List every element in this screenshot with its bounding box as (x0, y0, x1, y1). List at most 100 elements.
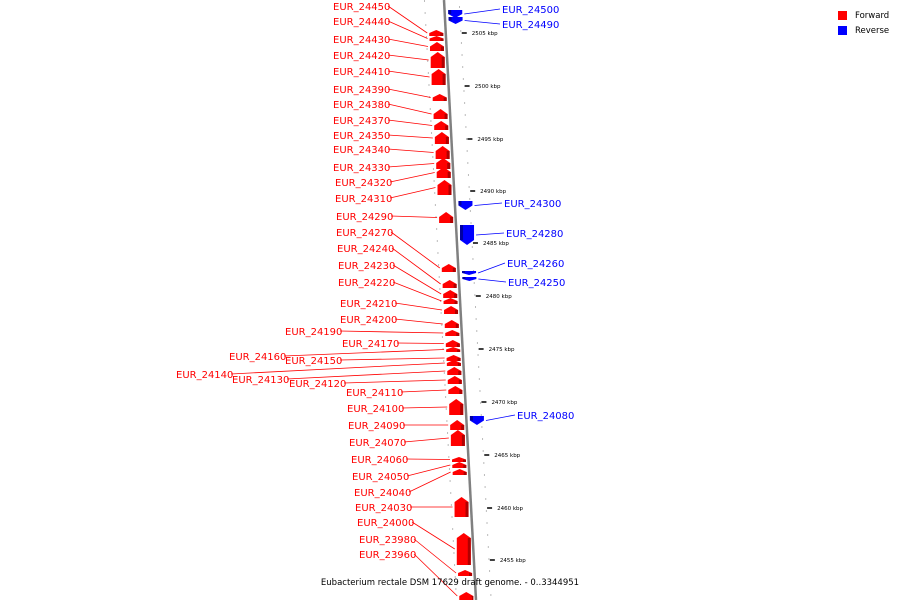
forward-gene-label[interactable]: EUR_24150 (285, 356, 342, 367)
reverse-gene-glyph[interactable] (458, 201, 473, 210)
forward-gene-glyph[interactable] (452, 457, 467, 462)
forward-gene-label[interactable]: EUR_24430 (333, 35, 390, 46)
forward-gene-glyph[interactable] (442, 280, 457, 288)
forward-gene-label[interactable]: EUR_24140 (176, 370, 233, 381)
forward-gene-label[interactable]: EUR_24050 (352, 472, 409, 483)
forward-gene-glyph[interactable] (432, 94, 447, 101)
forward-gene-glyph[interactable] (456, 533, 471, 565)
forward-gene-label[interactable]: EUR_24190 (285, 327, 342, 338)
reverse-gene-label[interactable]: EUR_24080 (517, 411, 574, 422)
forward-gene-glyph[interactable] (446, 360, 461, 366)
forward-gene-glyph[interactable] (452, 469, 467, 475)
forward-gene-glyph[interactable] (436, 167, 451, 178)
forward-gene-label[interactable]: EUR_24290 (336, 212, 393, 223)
forward-gene-glyph[interactable] (447, 367, 462, 375)
forward-gene-label[interactable]: EUR_23960 (359, 550, 416, 561)
reverse-gene-glyph[interactable] (460, 225, 475, 245)
forward-gene-glyph[interactable] (429, 36, 444, 41)
track-dot (437, 252, 439, 254)
forward-gene-glyph[interactable] (435, 146, 450, 159)
forward-gene-label[interactable]: EUR_24090 (348, 421, 405, 432)
forward-gene-label[interactable]: EUR_24440 (333, 17, 390, 28)
forward-gene-glyph[interactable] (434, 132, 449, 144)
forward-gene-label[interactable]: EUR_24380 (333, 100, 390, 111)
reverse-gene-label[interactable]: EUR_24280 (506, 229, 563, 240)
forward-gene-label[interactable]: EUR_24370 (333, 116, 390, 127)
forward-gene-label[interactable]: EUR_24210 (340, 299, 397, 310)
forward-gene-glyph[interactable] (448, 386, 463, 394)
forward-gene-label[interactable]: EUR_24230 (338, 261, 395, 272)
forward-gene-label[interactable]: EUR_24070 (349, 438, 406, 449)
forward-gene-label[interactable]: EUR_24390 (333, 85, 390, 96)
forward-gene-label[interactable]: EUR_24270 (336, 228, 393, 239)
forward-gene-glyph[interactable] (439, 212, 454, 223)
forward-gene-glyph[interactable] (434, 121, 449, 130)
reverse-gene-label[interactable]: EUR_24500 (502, 5, 559, 16)
forward-gene-glyph[interactable] (431, 69, 446, 85)
reverse-gene-label[interactable]: EUR_24250 (508, 278, 565, 289)
forward-gene-glyph[interactable] (441, 264, 456, 272)
forward-gene-glyph[interactable] (450, 430, 465, 446)
forward-gene-label[interactable]: EUR_24220 (338, 278, 395, 289)
forward-gene-glyph[interactable] (460, 593, 472, 600)
forward-gene-glyph[interactable] (450, 420, 465, 430)
forward-gene-glyph[interactable] (446, 355, 461, 361)
forward-gene-label[interactable]: EUR_24240 (337, 244, 394, 255)
forward-gene-label[interactable]: EUR_24320 (335, 178, 392, 189)
reverse-gene-glyph[interactable] (448, 10, 463, 18)
forward-gene-glyph[interactable] (444, 320, 459, 328)
forward-gene-glyph[interactable] (458, 570, 473, 576)
reverse-gene-shade (469, 416, 473, 421)
forward-gene-glyph[interactable] (433, 109, 448, 119)
forward-leader-line (401, 406, 448, 409)
forward-gene-label[interactable]: EUR_24000 (357, 518, 414, 529)
forward-gene-label[interactable]: EUR_24170 (342, 339, 399, 350)
track-dot (486, 522, 488, 524)
forward-gene-label[interactable]: EUR_24420 (333, 51, 390, 62)
track-dot (431, 144, 433, 146)
forward-gene-label[interactable]: EUR_24160 (229, 352, 286, 363)
forward-gene-glyph[interactable] (436, 158, 451, 169)
forward-gene-label[interactable]: EUR_24450 (333, 2, 390, 13)
reverse-gene-glyph[interactable] (448, 17, 463, 24)
forward-gene-glyph[interactable] (454, 497, 469, 517)
reverse-gene-label[interactable]: EUR_24300 (504, 199, 561, 210)
forward-gene-label[interactable]: EUR_24100 (347, 404, 404, 415)
reverse-gene-glyph[interactable] (462, 277, 477, 281)
forward-gene-label[interactable]: EUR_24340 (333, 145, 390, 156)
forward-leader-line (387, 134, 433, 139)
forward-gene-glyph[interactable] (430, 52, 445, 68)
forward-gene-label[interactable]: EUR_24330 (333, 163, 390, 174)
forward-gene-label[interactable]: EUR_24060 (351, 455, 408, 466)
forward-gene-glyph[interactable] (447, 376, 462, 384)
forward-gene-label[interactable]: EUR_24040 (354, 488, 411, 499)
forward-gene-label[interactable]: EUR_24200 (340, 315, 397, 326)
forward-gene-glyph[interactable] (444, 306, 459, 314)
forward-gene-label[interactable]: EUR_23980 (359, 535, 416, 546)
track-dot (488, 558, 490, 560)
forward-gene-label[interactable]: EUR_24310 (335, 194, 392, 205)
forward-gene-glyph[interactable] (429, 42, 444, 51)
forward-gene-label[interactable]: EUR_24120 (289, 379, 346, 390)
forward-gene-glyph[interactable] (437, 180, 452, 195)
forward-leader-line (406, 464, 451, 477)
reverse-gene-label[interactable]: EUR_24490 (502, 20, 559, 31)
forward-leader-line (387, 70, 430, 78)
forward-gene-glyph[interactable] (443, 290, 458, 298)
forward-gene-glyph[interactable] (452, 462, 467, 468)
forward-gene-glyph[interactable] (443, 298, 458, 304)
genome-caption: Eubacterium rectale DSM 17629 draft geno… (320, 578, 580, 588)
forward-gene-label[interactable]: EUR_24410 (333, 67, 390, 78)
forward-gene-glyph[interactable] (445, 340, 460, 347)
forward-gene-label[interactable]: EUR_24030 (355, 503, 412, 514)
reverse-gene-glyph[interactable] (469, 416, 484, 425)
forward-gene-label[interactable]: EUR_24110 (346, 388, 403, 399)
forward-gene-glyph[interactable] (445, 330, 460, 336)
forward-gene-glyph[interactable] (449, 399, 464, 415)
reverse-gene-label[interactable]: EUR_24260 (507, 259, 564, 270)
forward-gene-glyph[interactable] (429, 30, 444, 36)
forward-gene-label[interactable]: EUR_24130 (232, 375, 289, 386)
forward-gene-label[interactable]: EUR_24350 (333, 131, 390, 142)
reverse-gene-glyph[interactable] (462, 271, 477, 275)
forward-gene-glyph[interactable] (446, 347, 461, 352)
